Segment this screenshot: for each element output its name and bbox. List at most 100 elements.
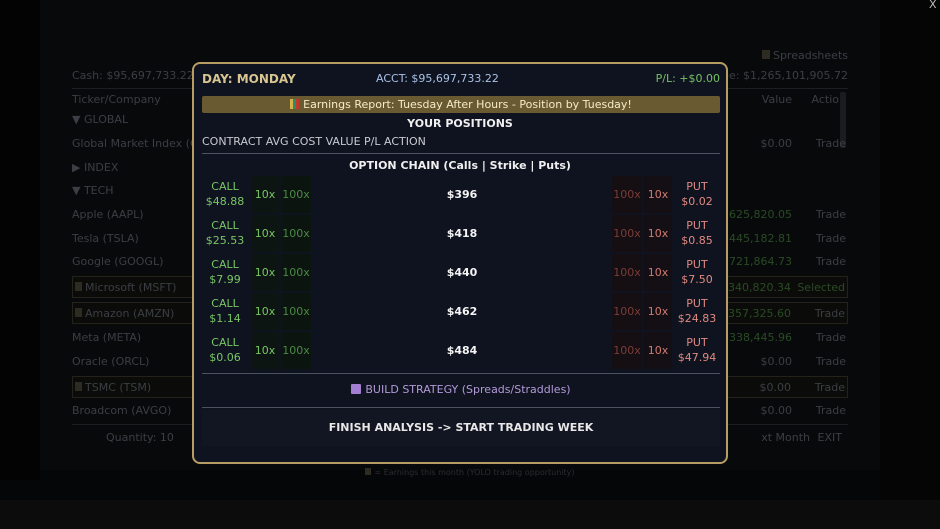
- call-price: CALL $1.14: [209, 297, 241, 325]
- option-chain-row: CALL $25.53 10x 100x $418 100x 10x PUT $0.…: [202, 215, 720, 252]
- earnings-legend: = Earnings this month (YOLO trading oppo…: [0, 468, 940, 477]
- stock-row[interactable]: Oracle (ORCL) $0.00 Trade: [72, 351, 848, 373]
- ticker-column-header: Ticker/Company: [72, 93, 161, 106]
- divider: [202, 153, 720, 154]
- stock-row[interactable]: Google (GOOGL) 9,721,864.73 Trade: [72, 251, 848, 273]
- next-month-button[interactable]: xt Month: [761, 431, 810, 444]
- buy-put-100x-button[interactable]: 100x: [612, 332, 642, 369]
- strike-price: $462: [446, 305, 478, 318]
- chart-increasing-icon: [351, 384, 362, 394]
- left-margin: [0, 0, 40, 480]
- trade-button[interactable]: Trade: [815, 331, 846, 344]
- buy-put-100x-button[interactable]: 100x: [612, 215, 642, 252]
- buy-call-100x-button[interactable]: 100x: [281, 293, 311, 330]
- option-chain-row: CALL $7.99 10x 100x $440 100x 10x PUT $7.5…: [202, 254, 720, 291]
- trade-button[interactable]: Trade: [815, 355, 846, 368]
- value-column-header: Value: [761, 93, 792, 106]
- trade-button[interactable]: Trade: [814, 381, 845, 394]
- earnings-icon: [75, 382, 82, 391]
- spreadsheets-button[interactable]: Spreadsheets: [761, 45, 848, 67]
- modal-header: DAY: MONDAY ACCT: $95,697,733.22 P/L: +$…: [202, 72, 720, 92]
- buy-call-100x-button[interactable]: 100x: [281, 332, 311, 369]
- spreadsheets-row: Spreadsheets: [72, 45, 848, 67]
- buy-put-10x-button[interactable]: 10x: [644, 176, 672, 213]
- option-chain-row: CALL $48.88 10x 100x $396 100x 10x PUT $0.…: [202, 176, 720, 213]
- put-price: PUT $0.02: [681, 180, 713, 208]
- put-price: PUT $7.50: [681, 258, 713, 286]
- earnings-banner: Earnings Report: Tuesday After Hours - P…: [202, 96, 720, 113]
- trade-button[interactable]: Trade: [814, 307, 845, 320]
- strike-price: $484: [446, 344, 478, 357]
- buy-put-10x-button[interactable]: 10x: [644, 293, 672, 330]
- finish-analysis-button[interactable]: FINISH ANALYSIS -> START TRADING WEEK: [202, 410, 720, 446]
- option-chain-row: CALL $0.06 10x 100x $484 100x 10x PUT $47.…: [202, 332, 720, 369]
- trade-button[interactable]: Trade: [815, 232, 846, 245]
- strike-price: $396: [446, 188, 478, 201]
- option-chain-title: OPTION CHAIN (Calls | Strike | Puts): [349, 159, 571, 172]
- positions-columns: CONTRACT AVG COST VALUE P/L ACTION: [202, 135, 426, 148]
- buy-call-10x-button[interactable]: 10x: [251, 293, 279, 330]
- buy-call-10x-button[interactable]: 10x: [251, 176, 279, 213]
- close-button[interactable]: X: [929, 0, 937, 11]
- strike-price: $418: [446, 227, 478, 240]
- exit-button[interactable]: EXIT: [817, 431, 842, 444]
- buy-put-100x-button[interactable]: 100x: [612, 176, 642, 213]
- table-header: Ticker/Company Value Action: [72, 89, 848, 111]
- divider: [202, 373, 720, 374]
- stock-row[interactable]: Global Market Index (G $0.00 Trade: [72, 133, 848, 155]
- call-price: CALL $25.53: [205, 219, 245, 247]
- account-balance: ACCT: $95,697,733.22: [376, 72, 499, 85]
- call-price: CALL $0.06: [209, 336, 241, 364]
- buy-put-10x-button[interactable]: 10x: [644, 254, 672, 291]
- action-column-header: Action: [811, 93, 846, 106]
- spreadsheet-icon: [761, 50, 770, 59]
- earnings-icon: [365, 468, 372, 475]
- stock-row[interactable]: Apple (AAPL) 3,625,820.05 Trade: [72, 204, 848, 226]
- strike-price: $440: [446, 266, 478, 279]
- trade-button[interactable]: Trade: [815, 255, 846, 268]
- cash-label: Cash: $95,697,733.22: [72, 69, 194, 82]
- trade-button[interactable]: Trade: [815, 208, 846, 221]
- bottom-bar: [0, 500, 940, 529]
- profit-loss: P/L: +$0.00: [655, 72, 720, 85]
- buy-put-10x-button[interactable]: 10x: [644, 332, 672, 369]
- group-global[interactable]: ▼ GLOBAL: [72, 113, 129, 126]
- selected-badge[interactable]: Selected: [797, 281, 845, 294]
- trade-button[interactable]: Trade: [815, 137, 846, 150]
- total-value-label: alue: $1,265,101,905.72: [712, 69, 848, 82]
- group-tech[interactable]: ▼ TECH: [72, 184, 114, 197]
- earnings-icon: [75, 308, 82, 317]
- trade-button[interactable]: Trade: [815, 404, 846, 417]
- positions-title: YOUR POSITIONS: [407, 117, 513, 130]
- buy-put-100x-button[interactable]: 100x: [612, 254, 642, 291]
- quantity-label[interactable]: Quantity: 10: [106, 431, 174, 444]
- scrollbar[interactable]: [840, 92, 846, 148]
- put-price: PUT $24.83: [677, 297, 717, 325]
- call-price: CALL $7.99: [209, 258, 241, 286]
- buy-call-10x-button[interactable]: 10x: [251, 332, 279, 369]
- buy-call-100x-button[interactable]: 100x: [281, 176, 311, 213]
- divider: [202, 407, 720, 408]
- buy-call-10x-button[interactable]: 10x: [251, 215, 279, 252]
- group-index[interactable]: ▶ INDEX: [72, 161, 119, 174]
- stock-row[interactable]: Meta (META) 1,338,445.96 Trade: [72, 327, 848, 349]
- bottom-controls: Quantity: 10 xt Month EXIT: [72, 427, 848, 449]
- earnings-modal: DAY: MONDAY ACCT: $95,697,733.22 P/L: +$…: [192, 62, 728, 464]
- put-price: PUT $47.94: [677, 336, 717, 364]
- stock-row[interactable]: Tesla (TSLA) 4,445,182.81 Trade: [72, 228, 848, 250]
- right-margin: [880, 0, 940, 500]
- buy-put-10x-button[interactable]: 10x: [644, 215, 672, 252]
- put-price: PUT $0.85: [681, 219, 713, 247]
- day-label: DAY: MONDAY: [202, 72, 296, 86]
- cash-row: Cash: $95,697,733.22 alue: $1,265,101,90…: [72, 65, 848, 87]
- buy-put-100x-button[interactable]: 100x: [612, 293, 642, 330]
- call-price: CALL $48.88: [205, 180, 245, 208]
- stock-row[interactable]: Broadcom (AVGO) $0.00 Trade: [72, 400, 848, 422]
- chart-icon: [290, 99, 300, 109]
- build-strategy-button[interactable]: BUILD STRATEGY (Spreads/Straddles): [202, 378, 720, 402]
- earnings-icon: [75, 282, 82, 291]
- buy-call-100x-button[interactable]: 100x: [281, 215, 311, 252]
- buy-call-10x-button[interactable]: 10x: [251, 254, 279, 291]
- buy-call-100x-button[interactable]: 100x: [281, 254, 311, 291]
